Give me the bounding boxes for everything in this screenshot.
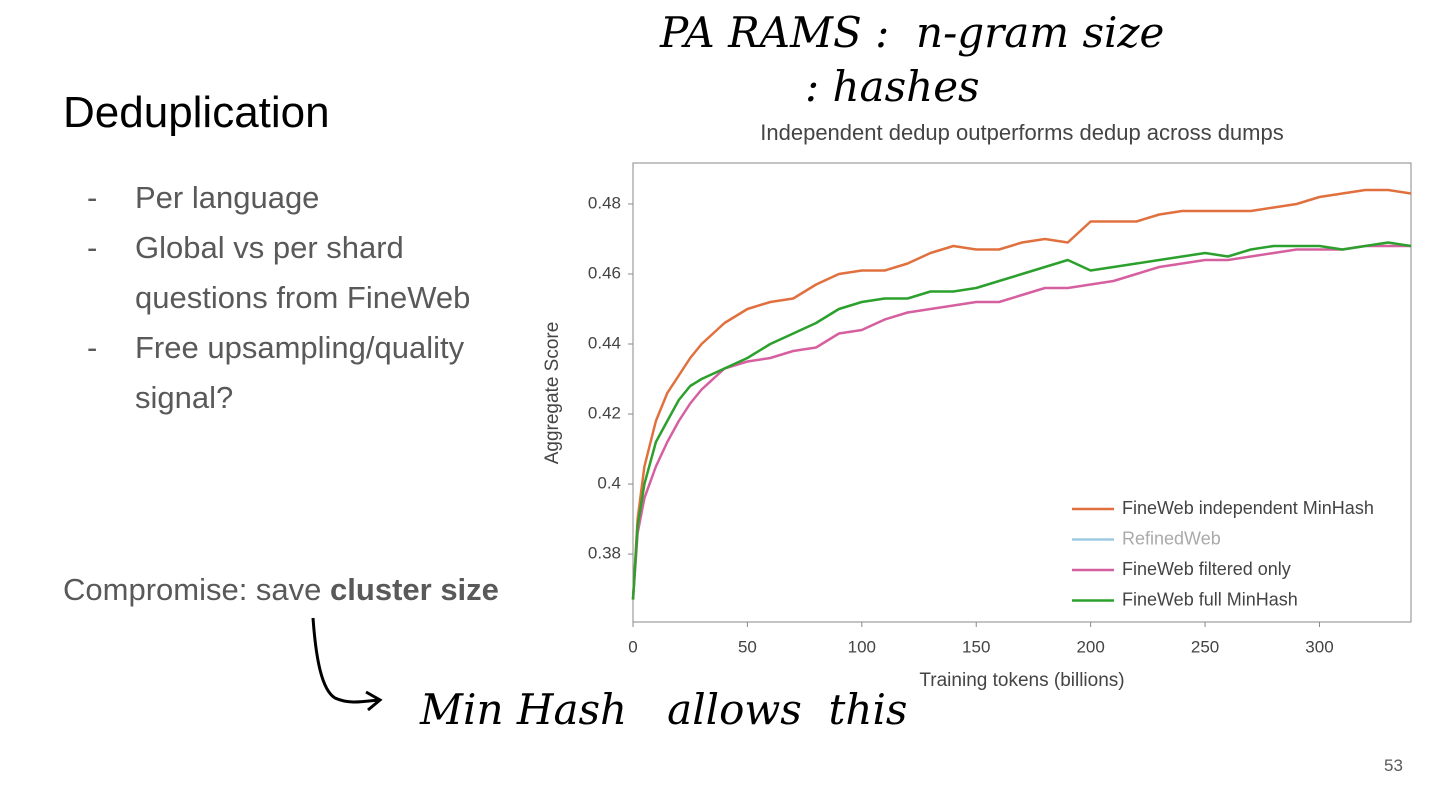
chart-title: Independent dedup outperforms dedup acro… <box>760 120 1283 145</box>
legend-entry: FineWeb filtered only <box>1122 559 1291 579</box>
x-tick-label: 200 <box>1076 637 1104 656</box>
x-tick-label: 300 <box>1305 637 1333 656</box>
plot-frame <box>632 162 1412 623</box>
x-tick-label: 100 <box>848 637 876 656</box>
handwritten-note: PA RAMS : n-gram size <box>660 8 1165 57</box>
bullet-text: Global vs per shard questions from FineW… <box>135 230 471 315</box>
compromise-bold: cluster size <box>330 572 499 607</box>
compromise-plain: Compromise: save <box>63 572 322 607</box>
bullet-marker: - <box>87 230 98 265</box>
bullet: - Free upsampling/quality signal? <box>87 323 527 423</box>
bullet-marker: - <box>87 330 98 365</box>
x-axis-label: Training tokens (billions) <box>919 670 1124 691</box>
x-tick-label: 150 <box>962 637 990 656</box>
compromise-text: Compromise: save cluster size <box>63 565 503 615</box>
handwritten-arrow <box>311 617 383 712</box>
bullet: - Global vs per shard questions from Fine… <box>87 223 527 323</box>
handwritten-note: Min Hash allows this <box>420 685 908 734</box>
y-tick-label: 0.46 <box>588 263 621 282</box>
series-line <box>631 241 1412 600</box>
y-axis-label: Aggregate Score <box>542 322 563 465</box>
series-line <box>631 244 1411 600</box>
legend-entry: RefinedWeb <box>1122 528 1221 548</box>
page-number: 53 <box>1384 756 1403 775</box>
bullet-text: Per language <box>135 180 320 215</box>
x-tick-label: 50 <box>738 637 757 656</box>
bullet-list: - Per language - Global vs per shard questi… <box>87 173 527 423</box>
handwritten-note: : hashes <box>805 62 980 111</box>
y-tick-label: 0.38 <box>588 544 621 563</box>
bullet: - Per language <box>87 173 527 223</box>
bullet-text: Free upsampling/quality signal? <box>135 330 465 415</box>
legend-entry: FineWeb independent MinHash <box>1122 498 1374 518</box>
slide-title: Deduplication <box>63 88 330 137</box>
y-tick-label: 0.4 <box>597 474 621 493</box>
legend-entry: FineWeb full MinHash <box>1122 589 1298 609</box>
x-tick-label: 0 <box>628 637 637 656</box>
y-tick-label: 0.48 <box>588 193 621 212</box>
y-tick-label: 0.44 <box>588 333 621 352</box>
y-tick-label: 0.42 <box>588 404 621 423</box>
bullet-marker: - <box>87 180 98 215</box>
series-line <box>631 188 1412 600</box>
x-tick-label: 250 <box>1191 637 1219 656</box>
